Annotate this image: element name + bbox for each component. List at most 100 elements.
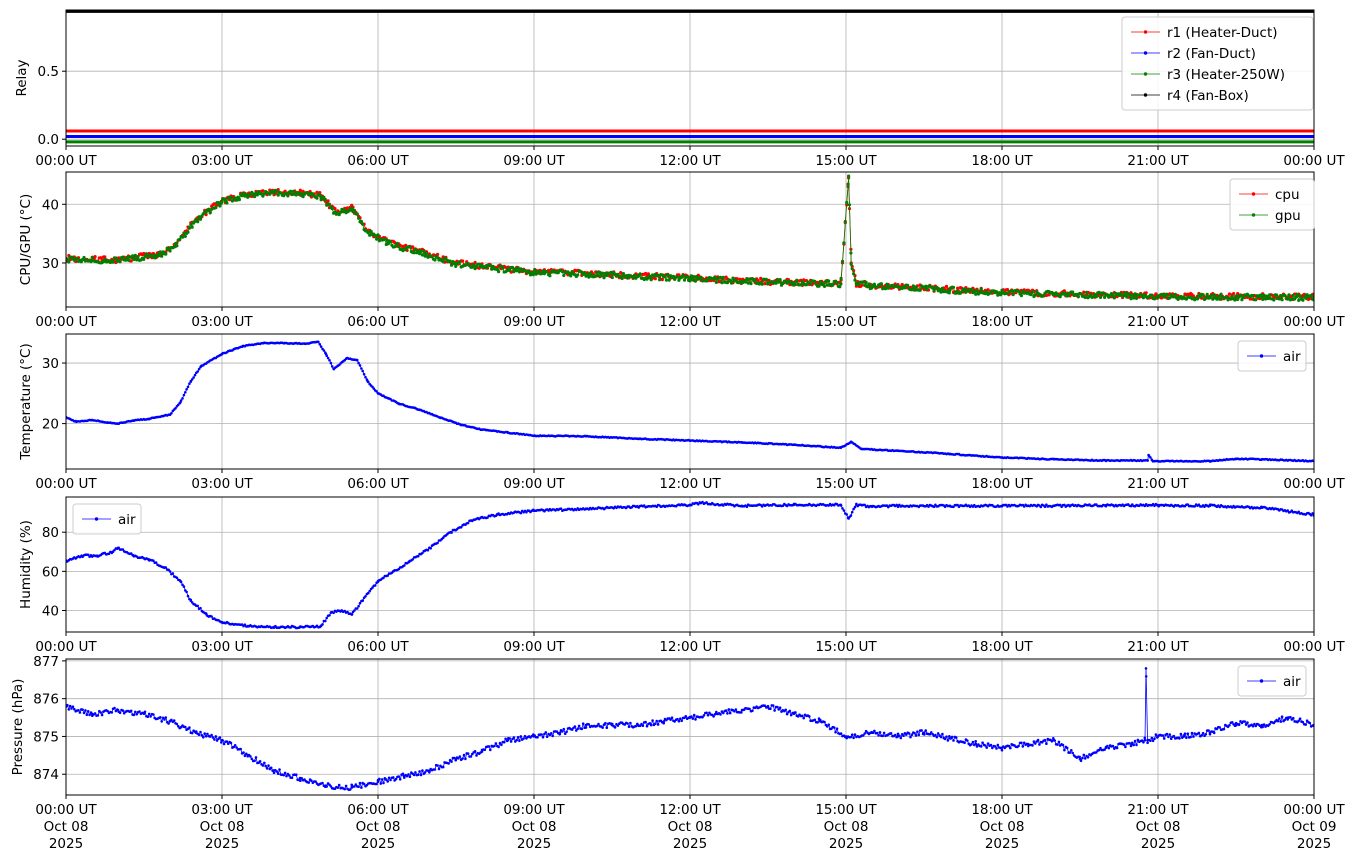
data-point (1262, 723, 1266, 726)
data-point (1167, 735, 1170, 739)
data-point (610, 275, 614, 280)
x-tick-label: 00:00 UT (1283, 639, 1345, 655)
data-point (911, 284, 915, 288)
data-point (389, 778, 392, 782)
data-point (839, 276, 843, 280)
data-point (1128, 741, 1131, 745)
data-point (178, 237, 182, 241)
data-point (793, 282, 798, 287)
data-point (73, 707, 76, 711)
data-point (519, 735, 523, 738)
data-point (835, 727, 839, 730)
data-point (376, 780, 380, 784)
data-point (436, 764, 439, 767)
data-point (493, 744, 496, 748)
x-tick-label-line: 09:00 UT (503, 314, 565, 330)
data-point (1254, 724, 1258, 728)
data-point (421, 551, 424, 555)
data-point (576, 727, 579, 730)
data-point (324, 619, 327, 623)
data-point (326, 356, 330, 360)
data-point (1287, 293, 1291, 297)
data-point (1168, 296, 1172, 300)
data-point (1254, 298, 1258, 302)
data-point (823, 720, 826, 724)
data-point (484, 266, 488, 270)
data-point (154, 561, 158, 564)
data-point (1236, 292, 1240, 296)
data-point (245, 752, 248, 756)
data-point (261, 764, 265, 767)
data-point (283, 189, 287, 193)
data-point (152, 713, 155, 716)
data-point (343, 208, 347, 212)
data-point (1192, 735, 1195, 738)
x-tick-label-line: 09:00 UT (503, 639, 565, 655)
legend-label: cpu (1275, 187, 1300, 203)
x-tick-label: 09:00 UT (503, 153, 565, 169)
data-point (1230, 294, 1234, 299)
data-point (1201, 731, 1205, 735)
data-point (1010, 289, 1014, 293)
data-point (527, 269, 531, 273)
data-point (751, 709, 754, 713)
data-point (688, 276, 692, 280)
data-point (319, 345, 323, 348)
data-point (903, 286, 907, 290)
data-point (461, 757, 464, 760)
data-point (340, 207, 344, 211)
data-point (1011, 293, 1015, 297)
data-point (235, 198, 239, 202)
data-point (143, 255, 147, 259)
data-point (632, 273, 637, 277)
x-tick-label-line: 15:00 UT (815, 314, 877, 330)
data-point (1107, 746, 1111, 750)
data-point (788, 709, 792, 713)
data-point (1176, 297, 1180, 301)
data-point (1143, 736, 1147, 740)
data-point (470, 265, 474, 269)
data-point (1263, 297, 1268, 301)
data-point (1136, 738, 1140, 742)
data-point (862, 734, 865, 737)
legend-swatch-marker (1251, 213, 1256, 217)
data-point (1131, 741, 1134, 745)
data-point (472, 262, 476, 266)
data-point (1189, 735, 1192, 739)
data-point (497, 270, 501, 274)
data-point (850, 510, 854, 514)
data-point (1225, 295, 1229, 299)
data-point (160, 254, 164, 258)
x-tick-label-line: 12:00 UT (659, 476, 721, 492)
data-point (81, 708, 84, 711)
data-point (170, 718, 173, 722)
data-point (1061, 743, 1065, 747)
data-point (1178, 737, 1181, 740)
data-point (204, 213, 208, 217)
y-tick-label: 20 (42, 417, 59, 433)
data-point (975, 288, 979, 293)
data-point (561, 730, 564, 733)
data-point (1039, 505, 1043, 509)
data-point (1234, 294, 1238, 298)
data-point (382, 576, 385, 580)
data-point (713, 276, 717, 280)
data-point (1186, 732, 1190, 735)
data-point (852, 272, 856, 276)
x-tick-label-line: 03:00 UT (191, 314, 253, 330)
data-point (778, 706, 782, 709)
data-point (985, 746, 988, 749)
data-point (896, 732, 900, 736)
data-point (842, 241, 846, 245)
data-point (1071, 290, 1075, 294)
data-point (254, 756, 258, 759)
data-point (1268, 293, 1272, 297)
data-point (853, 505, 857, 509)
data-point (759, 276, 763, 280)
data-point (214, 206, 218, 210)
data-point (536, 736, 539, 739)
data-point (118, 260, 122, 264)
data-point (648, 722, 652, 725)
data-point (657, 278, 662, 282)
data-point (466, 752, 470, 755)
